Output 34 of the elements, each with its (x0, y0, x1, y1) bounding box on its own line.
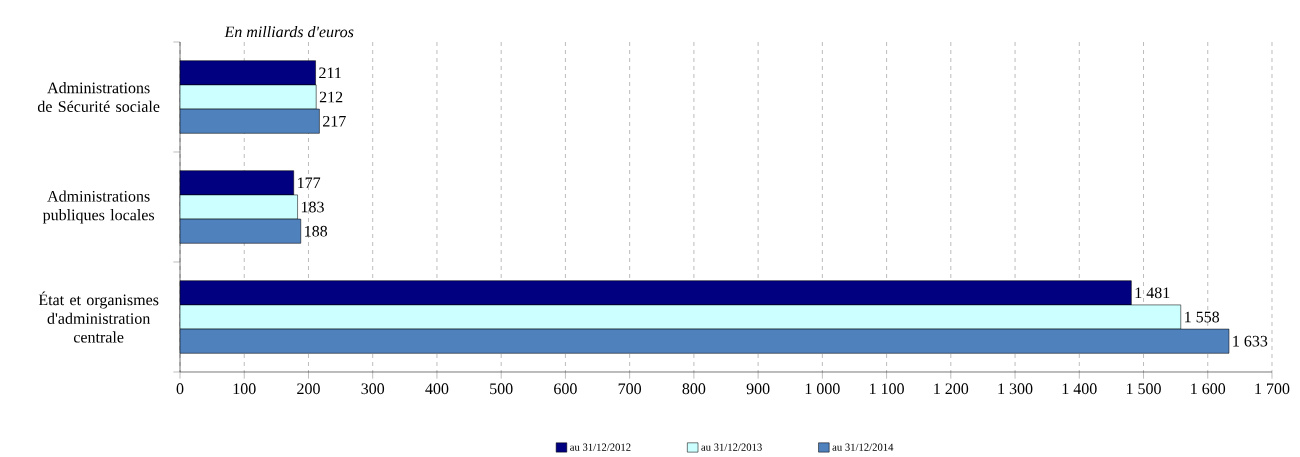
data-label: 217 (323, 115, 346, 127)
data-label: 1 633 (1233, 335, 1268, 347)
y-tick-label: Administrations publiques locales (42, 190, 155, 224)
data-label: 211 (319, 67, 341, 79)
x-tick-label: 1 000 (805, 383, 840, 395)
y-tick-label: Administrations de Sécurité sociale (37, 82, 160, 112)
x-tick-label: 1 600 (1191, 383, 1226, 395)
legend-label: au 31/12/2012 (570, 443, 631, 451)
x-tick-label: 200 (297, 383, 320, 395)
y-tick-label: État et organismes d'administration centrale (38, 291, 159, 343)
x-tick-label: 1 300 (998, 383, 1033, 395)
data-label: 188 (305, 225, 328, 237)
legend-label: au 31/12/2014 (832, 443, 894, 451)
x-tick-label: 1 100 (869, 383, 904, 395)
x-tick-label: 600 (554, 383, 577, 395)
x-tick-label: 100 (233, 383, 256, 395)
data-label: 1 558 (1185, 311, 1220, 323)
x-tick-label: 400 (425, 383, 449, 395)
data-label: 1 481 (1135, 287, 1170, 299)
data-label: 183 (301, 201, 324, 213)
x-tick-label: 1 500 (1126, 383, 1161, 395)
x-tick-label: 900 (746, 383, 770, 395)
x-tick-label: 1 200 (934, 383, 969, 395)
x-tick-label: 500 (490, 383, 513, 395)
x-tick-label: 1 400 (1062, 383, 1097, 395)
x-tick-label: 1 700 (1255, 383, 1290, 395)
text: En milliards d'euros (224, 26, 354, 38)
x-tick-label: 0 (176, 383, 184, 395)
x-tick-label: 300 (361, 383, 385, 395)
x-tick-label: 800 (682, 383, 706, 395)
legend-label: au 31/12/2013 (701, 443, 762, 451)
x-tick-label: 700 (618, 383, 642, 395)
data-label: 212 (319, 91, 343, 103)
data-label: 177 (298, 177, 321, 189)
